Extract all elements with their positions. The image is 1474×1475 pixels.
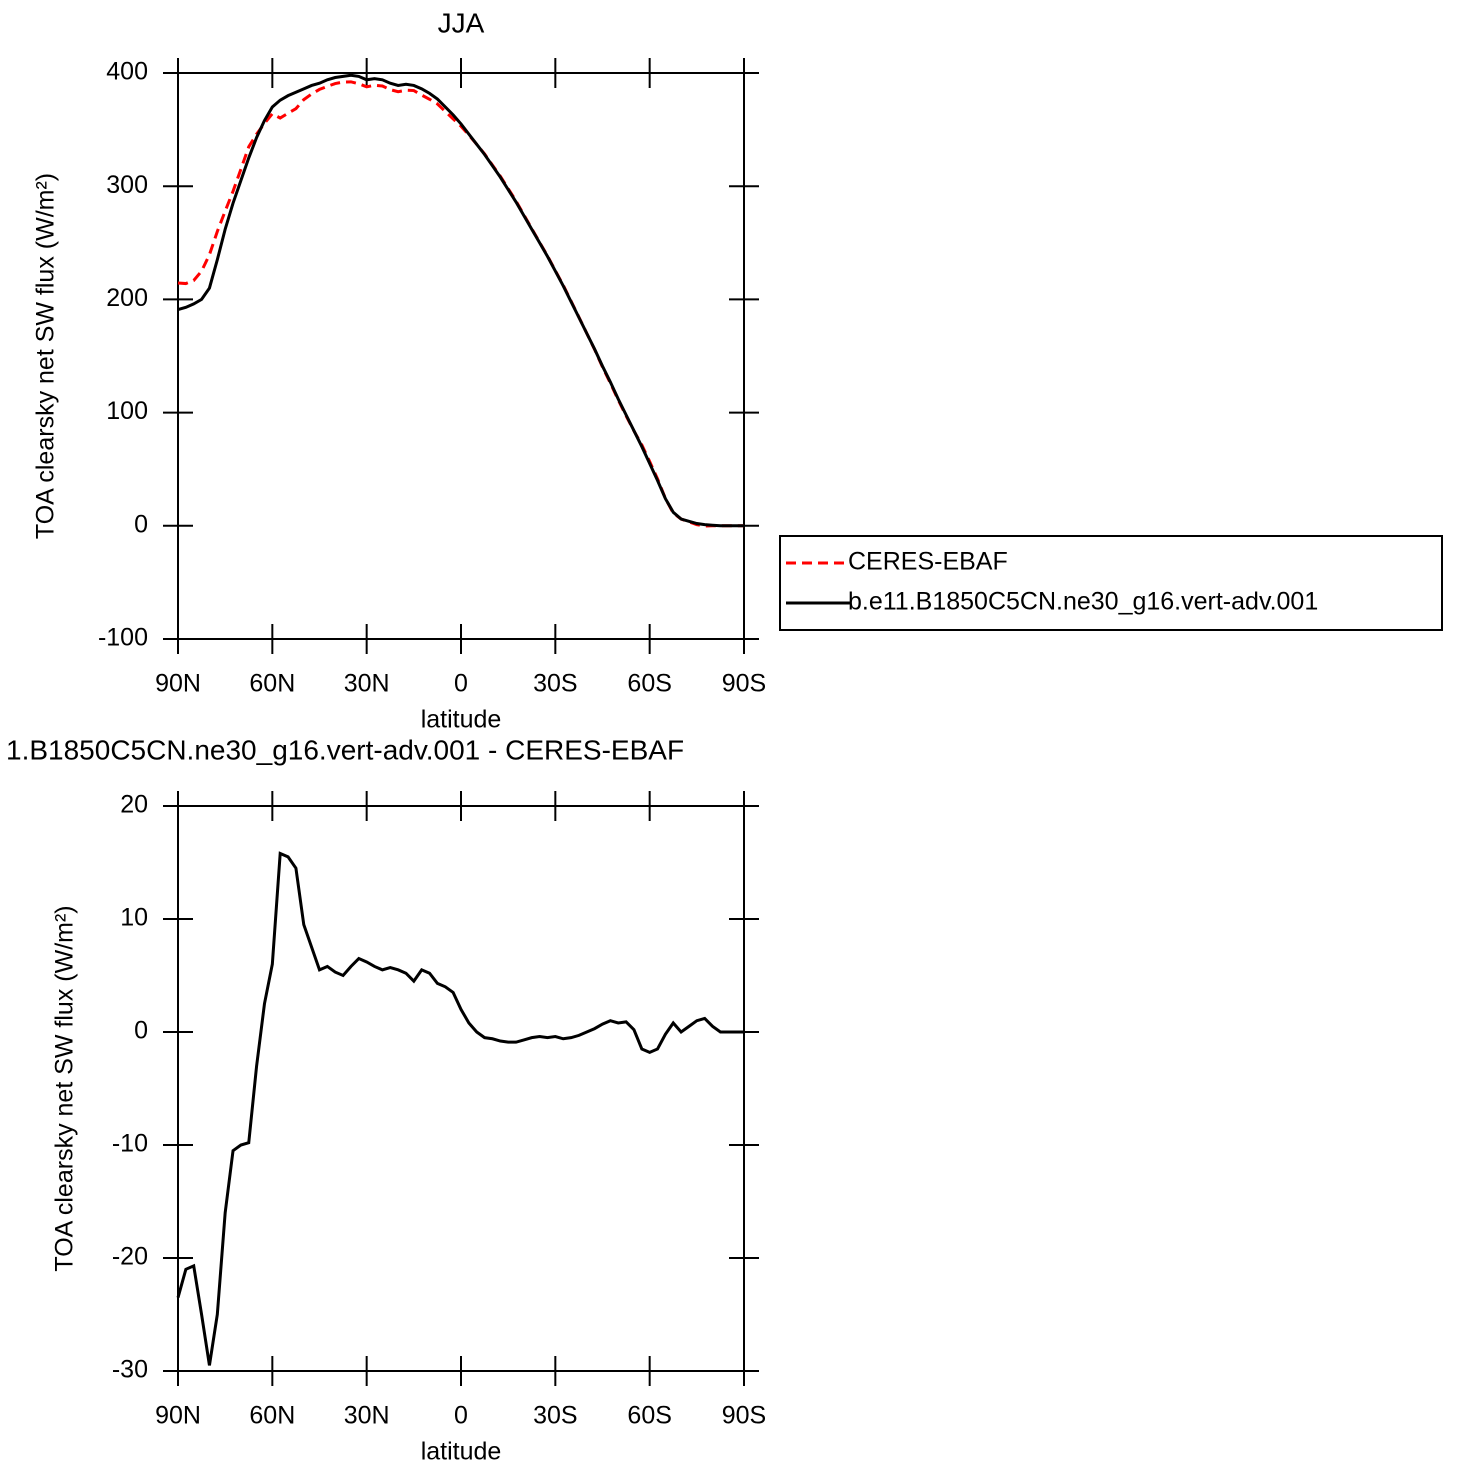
x-tick-label: 90S — [722, 1402, 766, 1430]
x-axis-label: latitude — [421, 1438, 502, 1466]
series-line — [176, 851, 744, 1366]
series-line — [177, 80, 744, 528]
legend-box — [779, 535, 1443, 631]
legend: CERES-EBAF b.e11.B1850C5CN.ne30_g16.vert-… — [779, 535, 1443, 631]
x-tick-label: 30S — [533, 670, 577, 698]
y-tick-label: 200 — [106, 284, 148, 312]
y-tick-label: 300 — [106, 171, 148, 199]
y-tick-label: -10 — [112, 1130, 148, 1158]
x-tick-label: 30N — [344, 670, 390, 698]
y-tick-label: -20 — [112, 1243, 148, 1271]
y-axis-label: TOA clearsky net SW flux (W/m²) — [32, 173, 60, 539]
chart-title: 1.B1850C5CN.ne30_g16.vert-adv.001 - CERE… — [6, 734, 684, 765]
x-tick-label: 60S — [627, 1402, 671, 1430]
x-tick-label: 90N — [155, 1402, 201, 1430]
y-tick-label: 100 — [106, 397, 148, 425]
legend-label: b.e11.B1850C5CN.ne30_g16.vert-adv.001 — [848, 588, 1318, 616]
plot-frame — [177, 72, 745, 640]
y-tick-label: 0 — [134, 510, 148, 538]
series-line — [177, 73, 744, 528]
y-axis-label: TOA clearsky net SW flux (W/m²) — [51, 905, 79, 1271]
x-tick-label: 60S — [627, 670, 671, 698]
x-tick-label: 30N — [344, 1402, 390, 1430]
legend-label: CERES-EBAF — [848, 548, 1008, 576]
plot-frame — [177, 805, 745, 1372]
y-tick-label: -100 — [98, 624, 148, 652]
y-tick-label: 10 — [120, 904, 148, 932]
x-tick-label: 60N — [249, 670, 295, 698]
x-tick-label: 30S — [533, 1402, 577, 1430]
y-tick-label: 0 — [134, 1017, 148, 1045]
x-tick-label: 90S — [722, 670, 766, 698]
x-tick-label: 90N — [155, 670, 201, 698]
y-tick-label: 400 — [106, 58, 148, 86]
x-tick-label: 60N — [249, 1402, 295, 1430]
x-tick-label: 0 — [454, 1402, 468, 1430]
x-axis-label: latitude — [421, 706, 502, 734]
y-tick-label: -30 — [112, 1356, 148, 1384]
x-tick-label: 0 — [454, 670, 468, 698]
chart-title: JJA — [438, 7, 485, 38]
y-tick-label: 20 — [120, 791, 148, 819]
